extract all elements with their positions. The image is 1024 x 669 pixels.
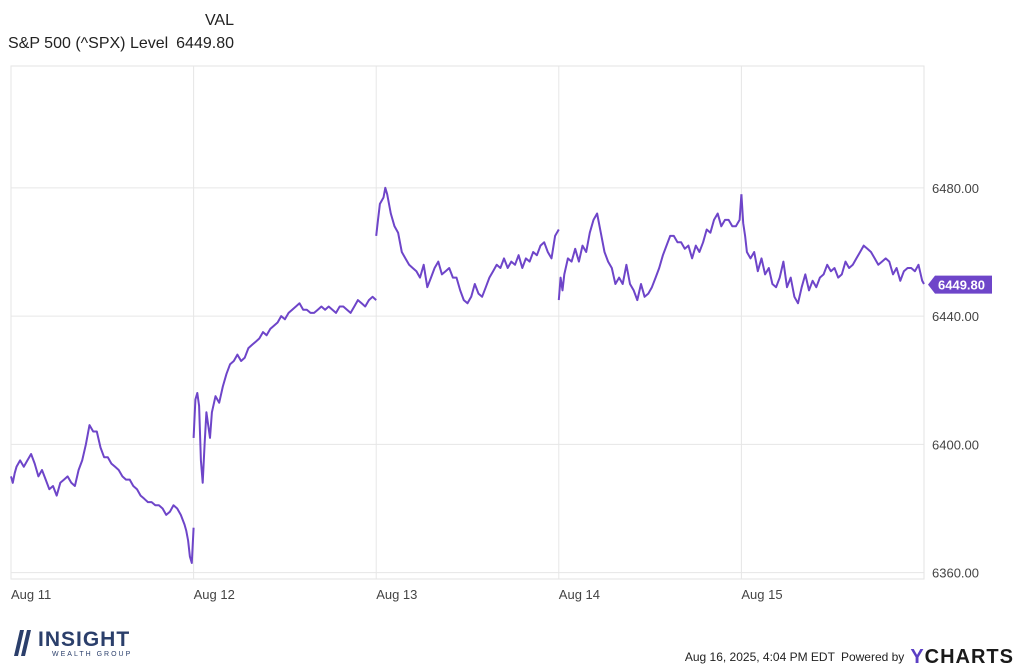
x-tick-label: Aug 12 xyxy=(194,587,235,602)
logo-wordmark: INSIGHT xyxy=(38,628,131,651)
y-tick-label: 6480.00 xyxy=(932,181,979,196)
chart-footer: Aug 16, 2025, 4:04 PM EDT Powered by YCH… xyxy=(685,646,1014,668)
x-axis-tick-labels: Aug 11 Aug 12 Aug 13 Aug 14 Aug 15 xyxy=(11,587,783,602)
x-tick-label: Aug 11 xyxy=(11,587,51,602)
y-axis-tick-labels: 6480.00 6440.00 6400.00 6360.00 xyxy=(932,181,979,581)
ycharts-logo-y: Y xyxy=(910,645,925,668)
y-tick-label: 6400.00 xyxy=(932,437,979,452)
chart-legend: VAL S&P 500 (^SPX) Level 6449.80 xyxy=(8,12,248,56)
x-tick-label: Aug 14 xyxy=(559,587,600,602)
powered-by-label: Powered by xyxy=(840,650,905,664)
current-value-badge xyxy=(928,275,992,294)
price-line-segment[interactable] xyxy=(192,295,377,484)
price-line-segment[interactable] xyxy=(557,194,743,302)
legend-series-value: 6449.80 xyxy=(176,35,234,52)
ycharts-logo-text: CHARTS xyxy=(924,645,1014,668)
logo-subtitle: WEALTH GROUP xyxy=(52,651,133,658)
legend-column-header: VAL xyxy=(204,12,234,29)
price-series xyxy=(10,186,925,564)
logo-mark-icon xyxy=(14,630,31,656)
y-tick-label: 6440.00 xyxy=(932,309,979,324)
y-tick-label: 6360.00 xyxy=(932,566,979,581)
footer-timestamp: Aug 16, 2025, 4:04 PM EDT xyxy=(684,650,835,664)
legend-series-name[interactable]: S&P 500 (^SPX) Level xyxy=(8,35,169,52)
x-tick-label: Aug 13 xyxy=(376,587,417,602)
price-line-segment[interactable] xyxy=(375,186,560,305)
price-line-segment[interactable] xyxy=(740,194,925,305)
chart-gridlines xyxy=(10,65,925,580)
x-tick-label: Aug 15 xyxy=(741,587,782,602)
insight-logo: INSIGHT WEALTH GROUP xyxy=(12,626,142,662)
ycharts-logo[interactable]: YCHARTS xyxy=(910,646,1014,669)
current-value-marker: 6449.80 xyxy=(928,275,992,294)
current-value-label: 6449.80 xyxy=(938,278,985,293)
price-line-segment[interactable] xyxy=(10,424,195,564)
